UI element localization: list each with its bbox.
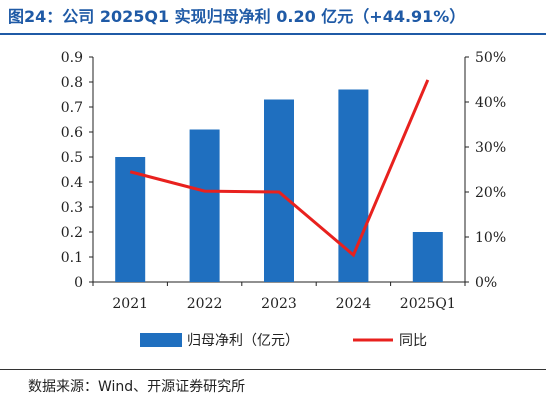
source-note: 数据来源：Wind、开源证券研究所	[28, 379, 246, 395]
chart: 0 0.1 0.2 0.3 0.4 0.5 0.6 0.7 0.8 0.9 0% 10% 20% 30% 4…	[61, 50, 506, 349]
bar	[338, 89, 369, 282]
title-divider	[0, 33, 546, 35]
chart-axes: 0 0.1 0.2 0.3 0.4 0.5 0.6 0.7 0.8 0.9 0% 10% 20% 30% 4…	[61, 50, 506, 312]
left-tick-label: 0.4	[61, 175, 83, 191]
right-tick-label: 20%	[475, 185, 506, 201]
legend: 归母净利（亿元） 同比	[140, 332, 427, 349]
right-tick-label: 10%	[475, 230, 506, 246]
bar	[115, 157, 146, 282]
legend-bar-label: 归母净利（亿元）	[187, 332, 299, 349]
left-tick-label: 0.6	[61, 125, 83, 141]
bar	[189, 129, 220, 282]
x-tick-label: 2021	[112, 296, 148, 312]
bar-series	[115, 89, 443, 282]
x-tick-label: 2022	[187, 296, 223, 312]
right-tick-label: 0%	[475, 275, 497, 291]
left-tick-label: 0.8	[61, 75, 83, 91]
left-tick-label: 0.9	[61, 50, 83, 66]
right-tick-label: 50%	[475, 50, 506, 66]
legend-bar-swatch	[140, 333, 182, 347]
legend-line-label: 同比	[399, 333, 427, 349]
x-tick-label: 2024	[336, 296, 372, 312]
left-tick-label: 0.7	[61, 100, 83, 116]
left-tick-label: 0.2	[61, 225, 83, 241]
chart-title: 图24：公司 2025Q1 实现归母净利 0.20 亿元（+44.91%）	[8, 7, 466, 26]
right-tick-label: 30%	[475, 140, 506, 156]
right-tick-label: 40%	[475, 95, 506, 111]
left-tick-label: 0.1	[61, 250, 83, 266]
x-tick-label: 2023	[261, 296, 297, 312]
footer-divider	[0, 369, 546, 370]
left-tick-label: 0.5	[61, 150, 83, 166]
bar	[412, 232, 443, 282]
x-tick-label: 2025Q1	[400, 296, 456, 312]
left-tick-label: 0	[74, 275, 83, 291]
line-series	[129, 79, 430, 258]
left-tick-label: 0.3	[61, 200, 83, 216]
